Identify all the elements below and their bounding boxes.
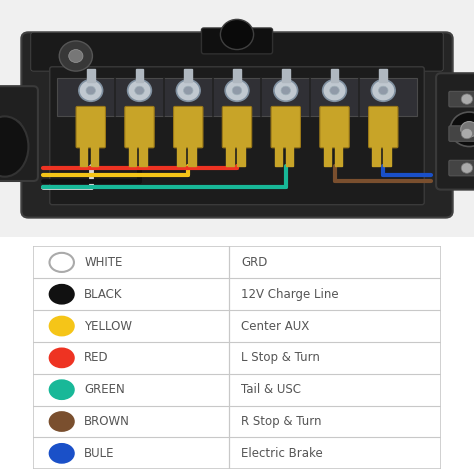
Circle shape <box>49 253 74 272</box>
FancyBboxPatch shape <box>33 246 441 469</box>
Circle shape <box>0 125 19 142</box>
Circle shape <box>461 163 473 173</box>
Circle shape <box>135 86 144 95</box>
Circle shape <box>128 80 151 101</box>
Circle shape <box>49 317 74 336</box>
Circle shape <box>49 412 74 431</box>
Bar <box>226 145 234 166</box>
Text: BULE: BULE <box>84 447 115 460</box>
Bar <box>128 145 136 166</box>
FancyBboxPatch shape <box>76 107 105 148</box>
Bar <box>91 145 98 166</box>
Text: GRD: GRD <box>241 256 267 269</box>
Text: WHITE: WHITE <box>84 256 122 269</box>
Text: R Stop & Turn: R Stop & Turn <box>241 415 321 428</box>
FancyBboxPatch shape <box>57 78 417 116</box>
Bar <box>87 69 94 82</box>
Bar <box>331 69 338 82</box>
FancyBboxPatch shape <box>0 86 38 181</box>
Circle shape <box>274 80 298 101</box>
Text: L Stop & Turn: L Stop & Turn <box>241 351 320 365</box>
Circle shape <box>86 86 95 95</box>
Circle shape <box>225 80 249 101</box>
FancyBboxPatch shape <box>449 91 474 107</box>
Bar <box>373 145 380 166</box>
Circle shape <box>49 348 74 367</box>
Circle shape <box>79 80 102 101</box>
Circle shape <box>69 50 83 63</box>
Bar <box>136 69 143 82</box>
FancyBboxPatch shape <box>436 73 474 190</box>
Bar <box>335 145 342 166</box>
Text: 12V Charge Line: 12V Charge Line <box>241 288 339 301</box>
FancyBboxPatch shape <box>31 32 443 71</box>
Circle shape <box>49 285 74 304</box>
Circle shape <box>281 86 291 95</box>
Text: Center AUX: Center AUX <box>241 319 310 333</box>
Circle shape <box>220 19 254 50</box>
Circle shape <box>379 86 388 95</box>
Text: BLACK: BLACK <box>84 288 123 301</box>
FancyBboxPatch shape <box>271 107 301 148</box>
Ellipse shape <box>0 116 28 177</box>
FancyBboxPatch shape <box>222 107 252 148</box>
Circle shape <box>461 128 473 139</box>
Bar <box>275 145 283 166</box>
Text: GREEN: GREEN <box>84 383 125 396</box>
Bar <box>80 145 87 166</box>
FancyBboxPatch shape <box>125 107 154 148</box>
Bar <box>233 69 241 82</box>
Circle shape <box>176 80 200 101</box>
Text: Electric Brake: Electric Brake <box>241 447 323 460</box>
Bar <box>383 145 391 166</box>
FancyBboxPatch shape <box>21 32 453 218</box>
Bar <box>324 145 331 166</box>
Text: Tail & USC: Tail & USC <box>241 383 301 396</box>
Bar <box>380 69 387 82</box>
FancyBboxPatch shape <box>320 107 349 148</box>
Bar <box>188 145 196 166</box>
Text: RED: RED <box>84 351 109 365</box>
Circle shape <box>450 112 474 146</box>
Bar <box>286 145 293 166</box>
Bar <box>237 145 245 166</box>
Circle shape <box>59 41 92 71</box>
FancyBboxPatch shape <box>449 126 474 141</box>
Circle shape <box>330 86 339 95</box>
Circle shape <box>461 94 473 104</box>
Bar <box>139 145 147 166</box>
FancyBboxPatch shape <box>449 160 474 176</box>
Circle shape <box>372 80 395 101</box>
Bar <box>282 69 290 82</box>
FancyBboxPatch shape <box>369 107 398 148</box>
Circle shape <box>232 86 242 95</box>
Circle shape <box>49 380 74 399</box>
Circle shape <box>183 86 193 95</box>
Circle shape <box>461 121 474 137</box>
Ellipse shape <box>0 118 24 149</box>
Circle shape <box>323 80 346 101</box>
FancyBboxPatch shape <box>0 0 474 237</box>
Circle shape <box>49 444 74 463</box>
FancyBboxPatch shape <box>173 107 203 148</box>
Bar <box>177 145 185 166</box>
Bar <box>184 69 192 82</box>
FancyBboxPatch shape <box>50 67 424 205</box>
FancyBboxPatch shape <box>201 28 273 54</box>
Text: BROWN: BROWN <box>84 415 130 428</box>
Text: YELLOW: YELLOW <box>84 319 132 333</box>
